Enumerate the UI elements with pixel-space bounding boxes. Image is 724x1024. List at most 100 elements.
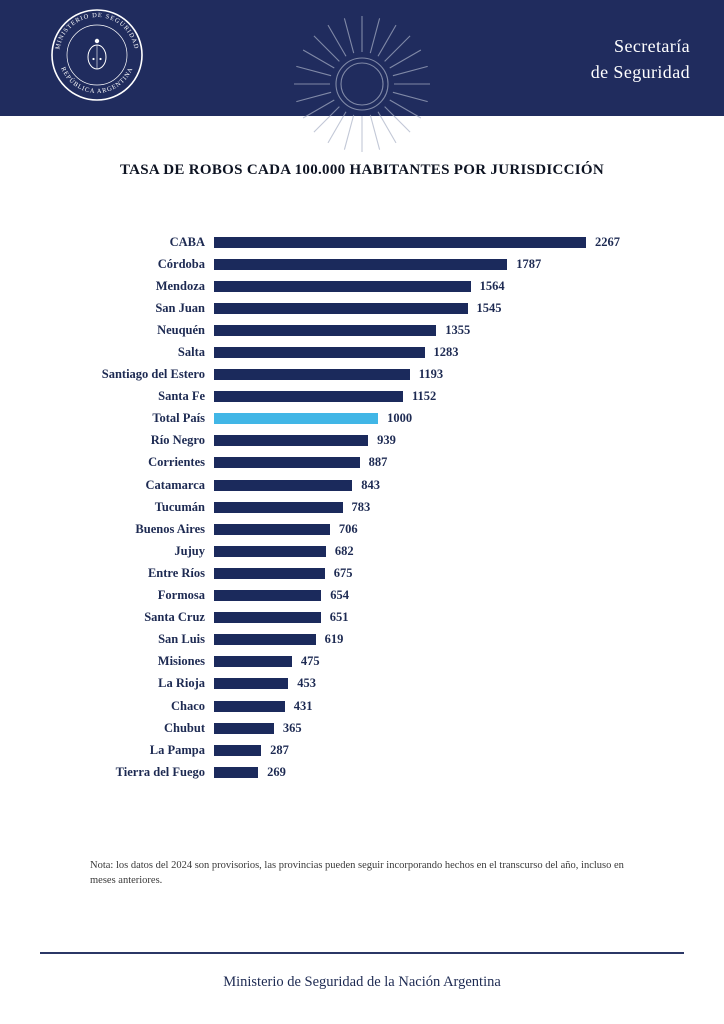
bar bbox=[214, 280, 471, 292]
bar-label: Santa Cruz bbox=[144, 610, 205, 625]
bar bbox=[214, 369, 410, 381]
bar-value: 1355 bbox=[445, 322, 471, 337]
chart-row: Jujuy 682 bbox=[0, 540, 724, 562]
bar-value: 1283 bbox=[433, 345, 459, 360]
bar-value: 675 bbox=[333, 565, 353, 580]
bar-label: San Juan bbox=[155, 300, 205, 315]
bar bbox=[214, 678, 289, 690]
chart-row: Formosa 654 bbox=[0, 585, 724, 607]
bar-value: 1193 bbox=[418, 367, 444, 382]
bar-value: 1564 bbox=[479, 278, 505, 293]
bar-label: Córdoba bbox=[157, 256, 205, 271]
bar bbox=[214, 391, 403, 403]
chart-row: Misiones 475 bbox=[0, 651, 724, 673]
bar bbox=[214, 302, 468, 314]
chart-row: Entre Ríos 675 bbox=[0, 562, 724, 584]
bar-label: Tierra del Fuego bbox=[115, 764, 205, 779]
bar-label: Río Negro bbox=[150, 433, 205, 448]
bar-label: La Pampa bbox=[149, 742, 205, 757]
chart-row: Catamarca 843 bbox=[0, 474, 724, 496]
bar bbox=[214, 744, 262, 756]
chart-row: Buenos Aires 706 bbox=[0, 518, 724, 540]
bar bbox=[214, 324, 437, 336]
bar bbox=[214, 545, 326, 557]
bar bbox=[214, 501, 343, 513]
bar-label: Catamarca bbox=[145, 477, 205, 492]
bar bbox=[214, 612, 321, 624]
seal-top-text: MINISTERIO DE SEGURIDAD bbox=[54, 12, 138, 50]
bar bbox=[214, 656, 292, 668]
chart-row: Salta 1283 bbox=[0, 341, 724, 363]
bar bbox=[214, 590, 322, 602]
bar-value: 654 bbox=[330, 588, 350, 603]
bar-value: 475 bbox=[300, 654, 320, 669]
bar bbox=[214, 258, 508, 270]
chart-row: Mendoza 1564 bbox=[0, 275, 724, 297]
bar-value: 843 bbox=[361, 477, 381, 492]
bar-label: Tucumán bbox=[154, 499, 205, 514]
bar bbox=[214, 634, 316, 646]
bar bbox=[214, 479, 353, 491]
chart-row: Tierra del Fuego 269 bbox=[0, 761, 724, 783]
header-band: MINISTERIO DE SEGURIDAD REPÚBLICA ARGENT… bbox=[0, 0, 724, 116]
report-page: MINISTERIO DE SEGURIDAD REPÚBLICA ARGENT… bbox=[0, 0, 724, 990]
bar-label: Misiones bbox=[157, 654, 205, 669]
chart-row: Tucumán 783 bbox=[0, 496, 724, 518]
footer-title: Ministerio de Seguridad de la Nación Arg… bbox=[223, 974, 501, 990]
bar-label: Chaco bbox=[170, 698, 205, 713]
chart-row: San Luis 619 bbox=[0, 629, 724, 651]
coat-of-arms-icon bbox=[87, 38, 107, 70]
bar-value: 365 bbox=[282, 720, 302, 735]
bar-label: La Rioja bbox=[158, 676, 205, 691]
chart-row: Santa Cruz 651 bbox=[0, 607, 724, 629]
bar-value: 1152 bbox=[412, 389, 437, 404]
bar-label: Santiago del Estero bbox=[101, 367, 205, 382]
chart-row: La Rioja 453 bbox=[0, 673, 724, 695]
secretariat-line2: de Seguridad bbox=[590, 62, 690, 83]
bar bbox=[214, 766, 259, 778]
bar-value: 1787 bbox=[516, 256, 542, 271]
footer-divider bbox=[40, 952, 684, 954]
chart-row: San Juan 1545 bbox=[0, 297, 724, 319]
bar bbox=[214, 567, 325, 579]
bar bbox=[214, 435, 369, 447]
chart-title: TASA DE ROBOS CADA 100.000 HABITANTES PO… bbox=[119, 162, 605, 178]
bar bbox=[214, 722, 274, 734]
bar-value: 939 bbox=[377, 433, 396, 448]
bar bbox=[214, 457, 360, 469]
bar-value: 706 bbox=[338, 521, 358, 536]
bar-label: Salta bbox=[177, 345, 205, 360]
bar-label: Chubut bbox=[164, 720, 205, 735]
chart-row: Total País 1000 bbox=[0, 408, 724, 430]
chart-row: Chaco 431 bbox=[0, 695, 724, 717]
bar-label: Jujuy bbox=[174, 543, 205, 558]
bar-label: Entre Ríos bbox=[147, 565, 205, 580]
bar-value: 269 bbox=[267, 764, 286, 779]
chart-row: Santa Fe 1152 bbox=[0, 386, 724, 408]
chart-row: Córdoba 1787 bbox=[0, 253, 724, 275]
bar-value: 651 bbox=[329, 610, 349, 625]
bar bbox=[214, 700, 285, 712]
bar-value: 287 bbox=[270, 742, 289, 757]
footnote: Nota: los datos del 2024 son provisorios… bbox=[90, 860, 624, 887]
bar-value: 2267 bbox=[595, 234, 620, 249]
bar-label: Mendoza bbox=[155, 278, 205, 293]
bar-label: CABA bbox=[169, 234, 205, 249]
svg-text:MINISTERIO DE SEGURIDAD: MINISTERIO DE SEGURIDAD bbox=[54, 12, 139, 50]
secretariat-name: Secretaría de Seguridad bbox=[591, 33, 690, 85]
bar-value: 1000 bbox=[387, 411, 413, 426]
bar-value: 431 bbox=[293, 698, 313, 713]
bar-value: 619 bbox=[324, 632, 344, 647]
bar-value: 783 bbox=[351, 499, 371, 514]
bar-value: 682 bbox=[334, 543, 354, 558]
chart-row: CABA 2267 bbox=[0, 231, 724, 253]
bar-label: Neuquén bbox=[157, 322, 205, 337]
bar bbox=[214, 236, 586, 248]
bar-value: 887 bbox=[368, 455, 388, 470]
bar bbox=[214, 523, 330, 535]
ministry-seal: MINISTERIO DE SEGURIDAD REPÚBLICA ARGENT… bbox=[51, 9, 143, 101]
secretariat-line1: Secretaría bbox=[614, 36, 690, 56]
chart-row: Chubut 365 bbox=[0, 717, 724, 739]
chart-row: Río Negro 939 bbox=[0, 430, 724, 452]
bar-label: Santa Fe bbox=[158, 389, 205, 404]
